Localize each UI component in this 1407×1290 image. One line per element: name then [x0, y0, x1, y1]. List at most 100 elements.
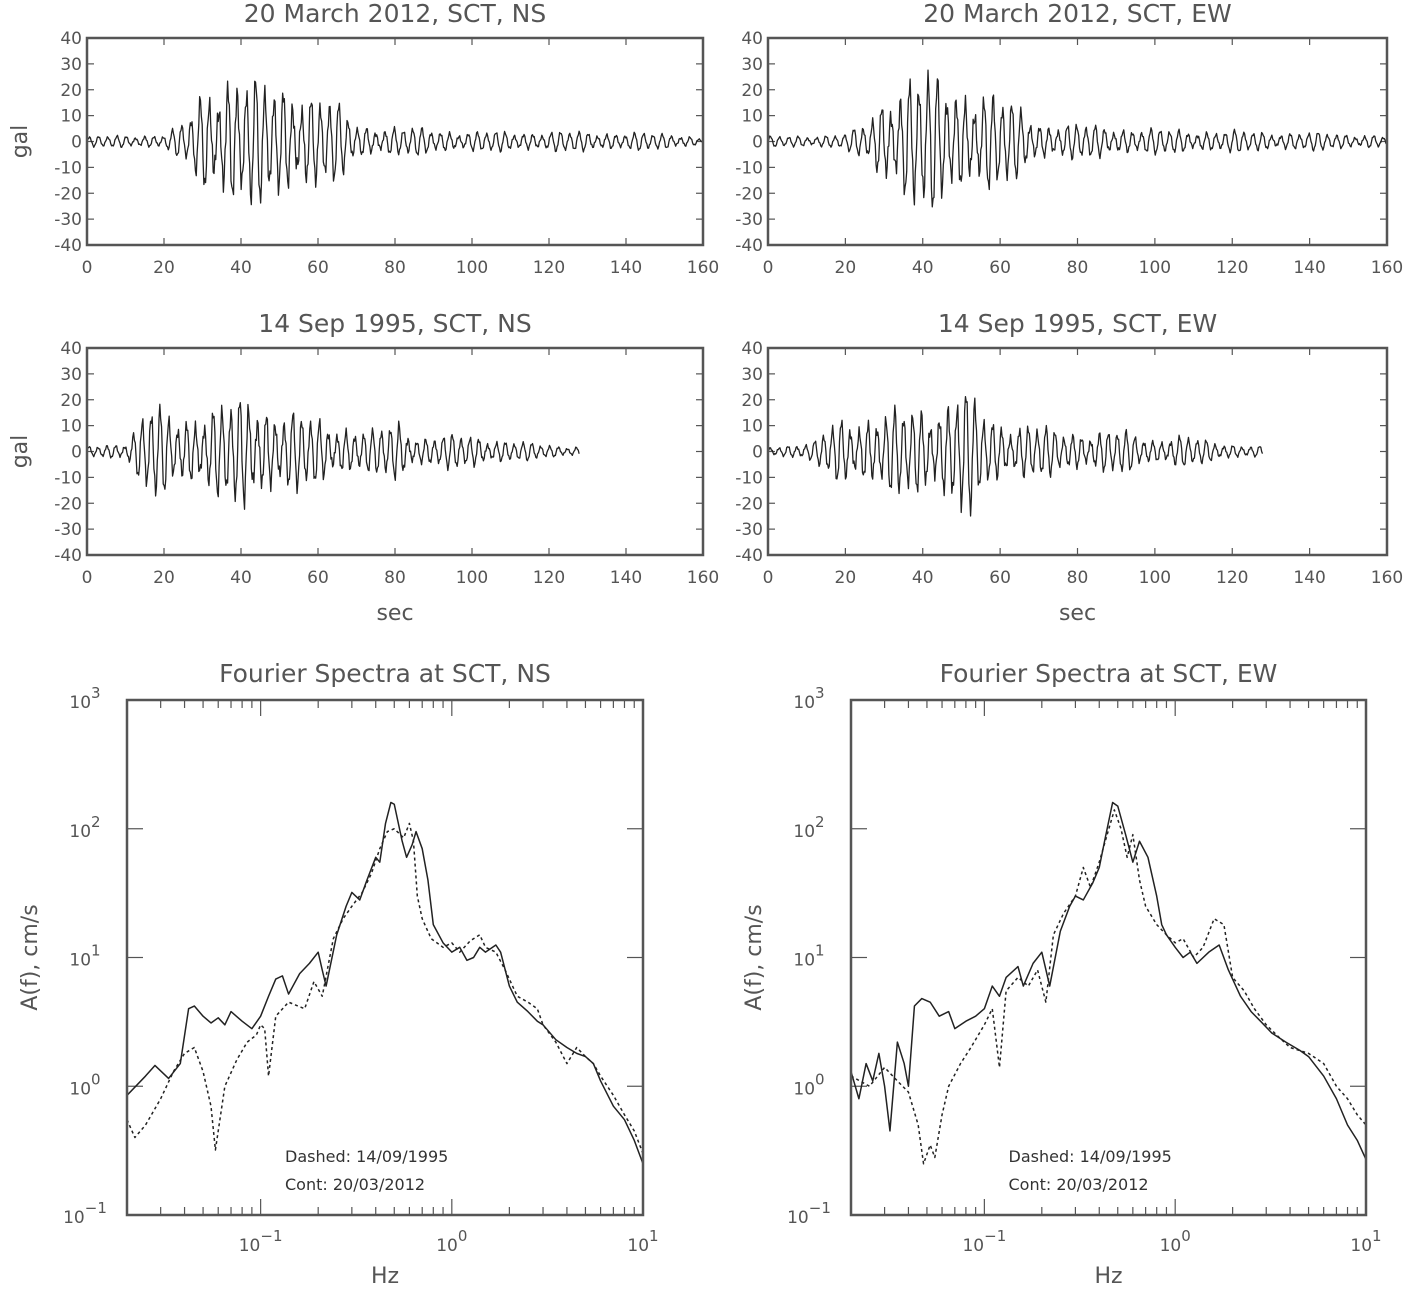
y-tick-label: 100 [69, 1070, 100, 1099]
legend-entry: Dashed: 14/09/1995 [285, 1147, 448, 1166]
x-tick-label: 80 [384, 258, 406, 278]
x-tick-label: 40 [912, 258, 934, 278]
x-tick-label: 40 [912, 568, 934, 588]
waveform-series [86, 80, 704, 206]
x-axis-label: Hz [371, 1264, 399, 1289]
x-tick-label-base: 10 [962, 1236, 984, 1256]
waveform-series [767, 395, 1264, 517]
x-tick-label: 140 [610, 568, 642, 588]
x-tick-label: 101 [1350, 1227, 1381, 1256]
y-tick-label: 103 [793, 684, 824, 713]
plot-frame [85, 36, 705, 247]
acceleration-panel-2012-ew: 20 March 2012, SCT, EW -40 -30 -20 -10 0 10 20 3… [735, 0, 1403, 278]
x-tick-label: 120 [533, 568, 565, 588]
x-tick-label: 40 [230, 258, 252, 278]
x-tick-label: 120 [1216, 568, 1248, 588]
y-tick-label: 40 [741, 29, 763, 49]
y-tick-label: 20 [60, 81, 82, 101]
y-tick-label: -20 [735, 184, 763, 204]
chart-title: 20 March 2012, SCT, EW [923, 0, 1231, 28]
y-tick-label-base: 10 [793, 1079, 815, 1099]
y-tick-label: -40 [54, 236, 82, 256]
x-tick-label: 60 [307, 258, 329, 278]
y-tick-label: 100 [793, 1070, 824, 1099]
y-tick-label: 101 [69, 942, 100, 971]
x-tick-label: 80 [1067, 258, 1089, 278]
plot-frame [849, 698, 1368, 1217]
y-tick-label-exponent: 2 [91, 813, 101, 831]
y-tick-label: 10 [60, 107, 82, 127]
y-tick-label: 10 [741, 107, 763, 127]
y-tick-label: 20 [741, 391, 763, 411]
x-tick-label: 80 [384, 568, 406, 588]
x-tick-label: 160 [687, 258, 719, 278]
plot-frame [766, 36, 1389, 247]
y-tick-label: -40 [735, 546, 763, 566]
y-tick-label: 101 [793, 942, 824, 971]
x-tick-label: 20 [835, 568, 857, 588]
y-tick-label-base: 10 [69, 1079, 91, 1099]
x-tick-label-exponent: 0 [458, 1227, 468, 1245]
y-tick-label-exponent: 2 [815, 813, 825, 831]
y-tick-label-exponent: −1 [85, 1199, 107, 1217]
y-tick-label-base: 10 [793, 693, 815, 713]
chart-title: Fourier Spectra at SCT, NS [219, 659, 551, 688]
x-tick-label: 60 [989, 258, 1011, 278]
y-tick-label: -30 [54, 210, 82, 230]
x-tick-label: 100 [436, 1227, 467, 1256]
spectrum-series-solid [850, 801, 1367, 1160]
x-tick-label-base: 10 [1350, 1236, 1372, 1256]
y-tick-label: 20 [60, 391, 82, 411]
y-tick-label: 10−1 [787, 1199, 831, 1228]
x-tick-label: 60 [989, 568, 1011, 588]
waveform-series [86, 401, 580, 510]
plot-frame [85, 346, 705, 557]
x-tick-label: 100 [1139, 568, 1171, 588]
y-tick-label: 102 [69, 813, 100, 842]
chart-title: Fourier Spectra at SCT, EW [940, 659, 1278, 688]
x-tick-label: 120 [533, 258, 565, 278]
x-tick-label: 10−1 [239, 1227, 283, 1256]
y-tick-label-base: 10 [69, 822, 91, 842]
legend-entry: Cont: 20/03/2012 [1009, 1175, 1149, 1194]
y-tick-label-exponent: 1 [815, 942, 825, 960]
x-tick-label: 20 [835, 258, 857, 278]
y-tick-label: -20 [54, 494, 82, 514]
x-tick-label: 40 [230, 568, 252, 588]
x-tick-label: 20 [153, 258, 175, 278]
y-tick-label: 0 [71, 133, 82, 153]
y-tick-label-base: 10 [69, 693, 91, 713]
legend-entry: Dashed: 14/09/1995 [1009, 1147, 1172, 1166]
y-tick-label: -10 [735, 158, 763, 178]
x-tick-label: 160 [1371, 258, 1403, 278]
x-tick-label: 160 [687, 568, 719, 588]
x-tick-label-exponent: 1 [1372, 1227, 1382, 1245]
y-tick-label: 0 [752, 133, 763, 153]
y-tick-label: 0 [71, 443, 82, 463]
y-tick-label: 30 [741, 365, 763, 385]
x-tick-label: 80 [1067, 568, 1089, 588]
y-tick-label: 30 [60, 55, 82, 75]
chart-title: 14 Sep 1995, SCT, NS [258, 309, 531, 338]
x-tick-label-base: 10 [436, 1236, 458, 1256]
x-tick-label: 120 [1216, 258, 1248, 278]
x-tick-label: 140 [610, 258, 642, 278]
x-tick-label: 60 [307, 568, 329, 588]
y-axis-label: gal [8, 435, 33, 469]
y-tick-label: -20 [54, 184, 82, 204]
x-axis-label: sec [376, 601, 413, 626]
y-tick-label-exponent: 1 [91, 942, 101, 960]
chart-title: 14 Sep 1995, SCT, EW [938, 309, 1217, 338]
x-tick-label: 101 [627, 1227, 658, 1256]
y-tick-label: -10 [735, 468, 763, 488]
y-tick-label-exponent: 0 [91, 1070, 101, 1088]
x-tick-label: 0 [763, 568, 774, 588]
plot-frame [766, 346, 1389, 557]
x-axis-label: sec [1059, 601, 1096, 626]
y-tick-label: 10−1 [63, 1199, 107, 1228]
y-tick-label: 103 [69, 684, 100, 713]
y-tick-label: -40 [735, 236, 763, 256]
